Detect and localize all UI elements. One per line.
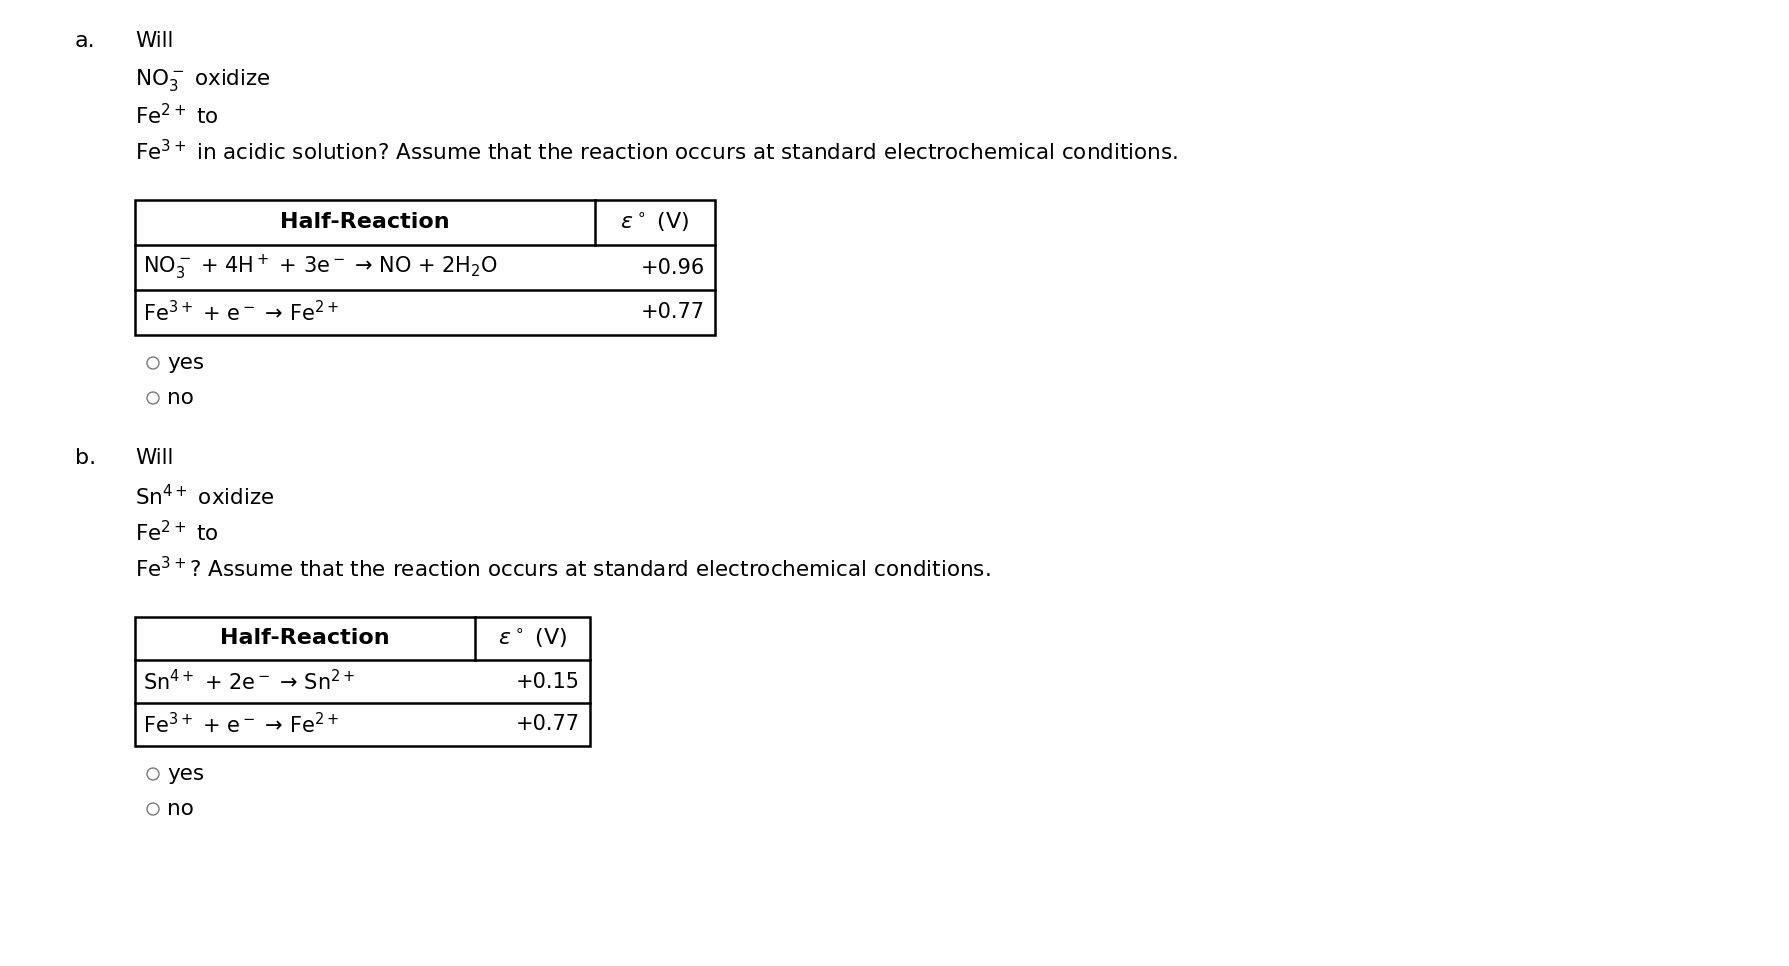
Text: $\varepsilon^\circ$ (V): $\varepsilon^\circ$ (V)	[497, 627, 567, 650]
Text: Fe$^{2+}$ to: Fe$^{2+}$ to	[134, 520, 218, 545]
Text: Sn$^{4+}$ + 2e$^-$ → Sn$^{2+}$: Sn$^{4+}$ + 2e$^-$ → Sn$^{2+}$	[143, 668, 356, 695]
Text: NO$_3^-$ + 4H$^+$ + 3e$^-$ → NO + 2H$_2$O: NO$_3^-$ + 4H$^+$ + 3e$^-$ → NO + 2H$_2$…	[143, 253, 497, 282]
Text: no: no	[166, 388, 193, 408]
Text: no: no	[166, 799, 193, 819]
Text: b.: b.	[75, 448, 97, 468]
Text: Fe$^{3+}$ in acidic solution? Assume that the reaction occurs at standard electr: Fe$^{3+}$ in acidic solution? Assume tha…	[134, 139, 1177, 164]
Text: +0.77: +0.77	[515, 715, 580, 734]
Text: Half-Reaction: Half-Reaction	[281, 213, 449, 233]
Text: yes: yes	[166, 353, 204, 373]
Text: +0.15: +0.15	[515, 671, 580, 692]
Bar	[134, 200, 714, 335]
Text: Will: Will	[134, 448, 174, 468]
Text: Half-Reaction: Half-Reaction	[220, 629, 390, 648]
Text: yes: yes	[166, 764, 204, 784]
Text: +0.96: +0.96	[640, 258, 705, 277]
Text: Fe$^{2+}$ to: Fe$^{2+}$ to	[134, 103, 218, 128]
Text: Fe$^{3+}$ + e$^-$ → Fe$^{2+}$: Fe$^{3+}$ + e$^-$ → Fe$^{2+}$	[143, 299, 338, 326]
Bar	[134, 617, 590, 746]
Text: Fe$^{3+}$ + e$^-$ → Fe$^{2+}$: Fe$^{3+}$ + e$^-$ → Fe$^{2+}$	[143, 712, 338, 737]
Text: NO$_3^-$ oxidize: NO$_3^-$ oxidize	[134, 67, 270, 93]
Text: $\varepsilon^\circ$ (V): $\varepsilon^\circ$ (V)	[621, 211, 689, 235]
Text: Will: Will	[134, 31, 174, 51]
Text: Fe$^{3+}$? Assume that the reaction occurs at standard electrochemical condition: Fe$^{3+}$? Assume that the reaction occu…	[134, 556, 989, 582]
Text: a.: a.	[75, 31, 95, 51]
Text: Sn$^{4+}$ oxidize: Sn$^{4+}$ oxidize	[134, 484, 274, 509]
Text: +0.77: +0.77	[640, 302, 705, 323]
